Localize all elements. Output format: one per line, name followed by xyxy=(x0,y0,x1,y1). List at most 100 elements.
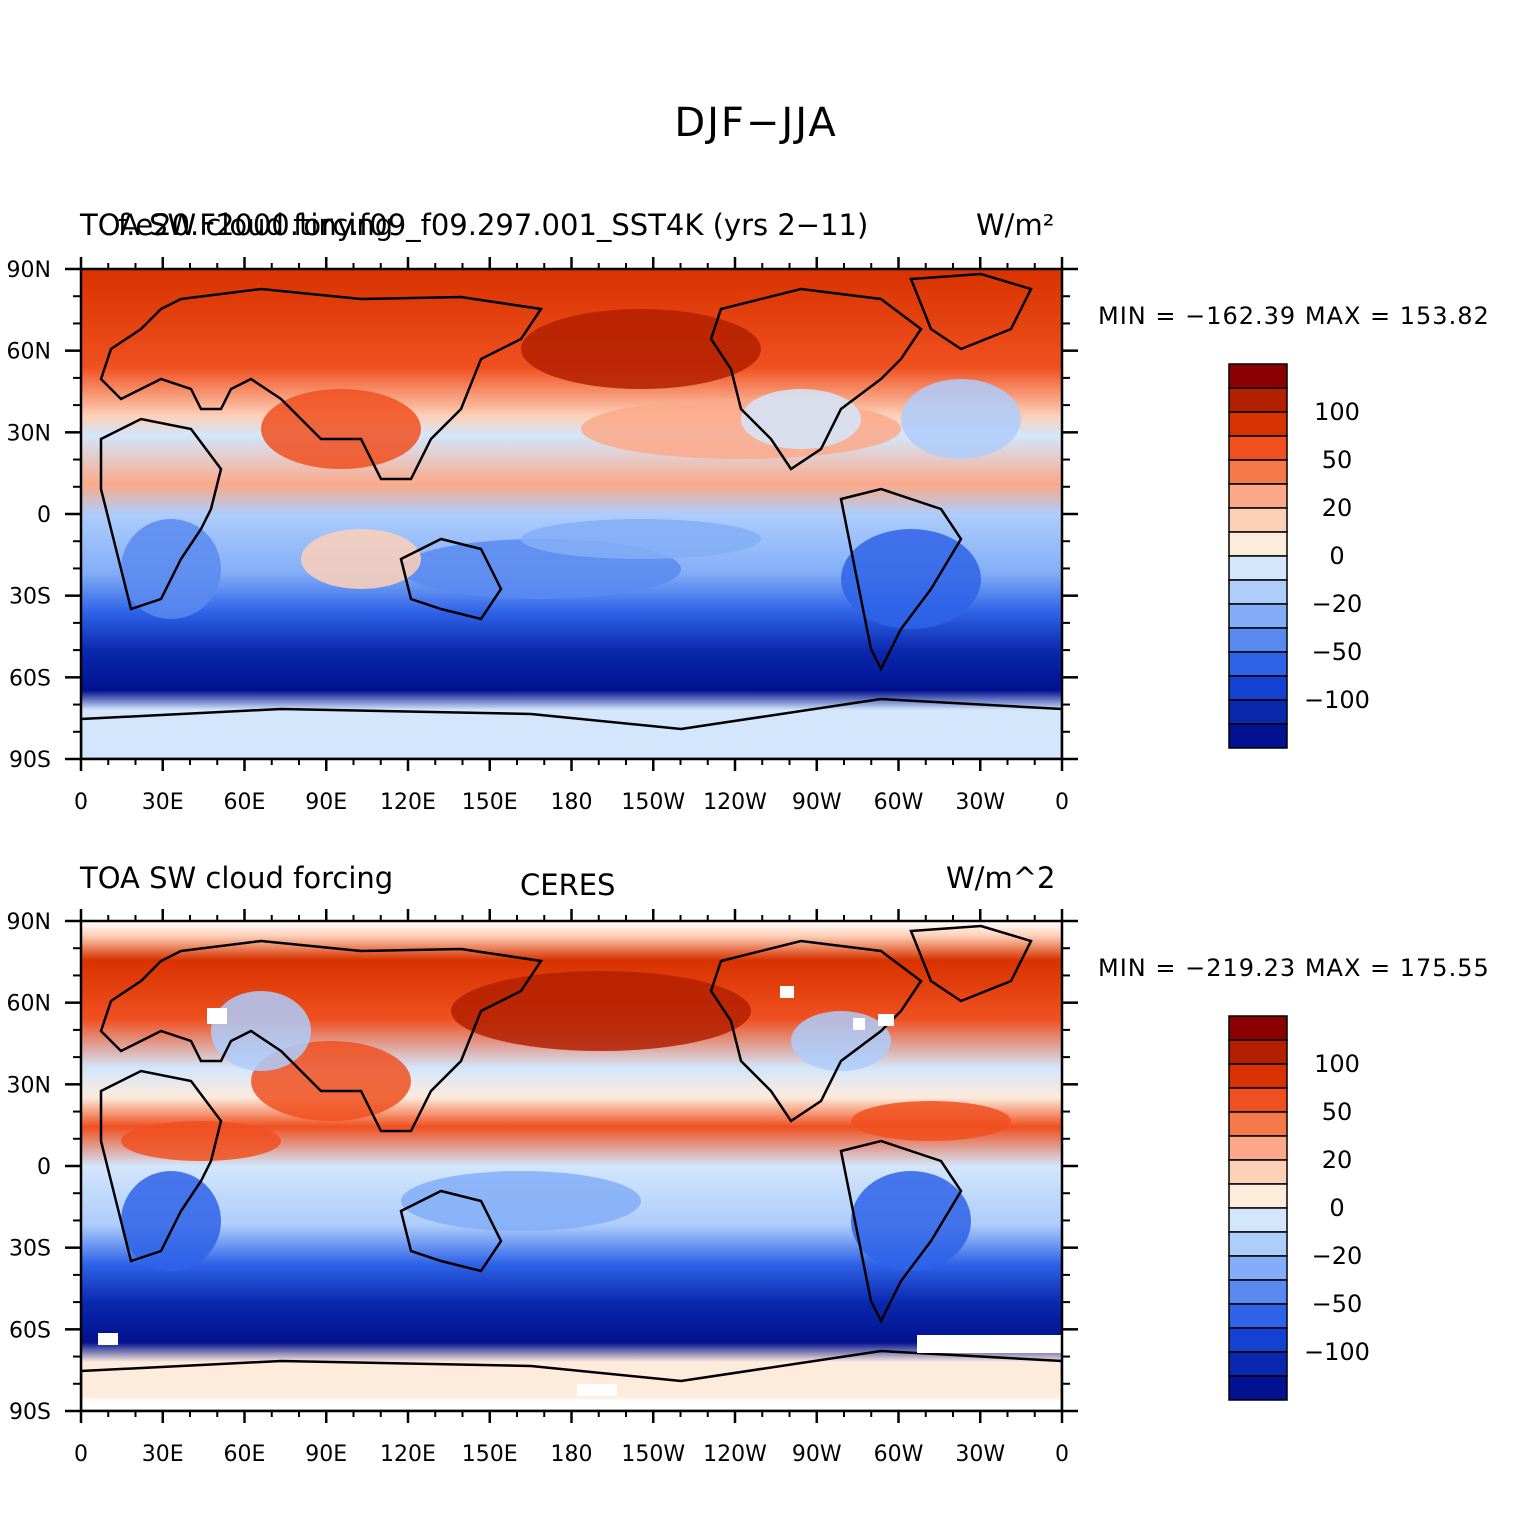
panel1-field-patch xyxy=(741,389,861,449)
panel2-colorbar-label: −100 xyxy=(1304,1338,1370,1366)
panel1-colorbar-box xyxy=(1228,723,1288,749)
panel1-center-title: f.e20.F2000.tiny.f09_f09.297.001_SST4K (… xyxy=(118,208,869,242)
panel1-left-title: TOA SW cloud forcing xyxy=(80,208,394,242)
panel1-colorbar-box xyxy=(1228,699,1288,725)
panel2-xtick-label: 120E xyxy=(380,1442,436,1467)
panel1-xtick-label: 60E xyxy=(224,790,266,815)
panel2-colorbar-label: −50 xyxy=(1312,1290,1363,1318)
panel1-units: W/m² xyxy=(976,208,1055,242)
panel2-xtick-label: 150W xyxy=(621,1442,685,1467)
panel1-xtick-label: 0 xyxy=(74,790,88,815)
panel2-field-patch xyxy=(851,1171,971,1271)
panel1-colorbar-box xyxy=(1228,507,1288,533)
panel2-left-title: TOA SW cloud forcing xyxy=(80,861,394,895)
panel1-field-patch xyxy=(521,519,761,559)
panel1-colorbar-box xyxy=(1228,627,1288,653)
panel2-xtick-label: 90W xyxy=(792,1442,842,1467)
panel2-xtick-label: 30E xyxy=(142,1442,184,1467)
panel2-colorbar: 100 50 20 0 −20 −50 −100 xyxy=(1228,1015,1370,1401)
panel1-colorbar-box xyxy=(1228,555,1288,581)
panel2-colorbar-box xyxy=(1228,1279,1288,1305)
panel1-colorbar-box xyxy=(1228,651,1288,677)
panel2-colorbar-box xyxy=(1228,1159,1288,1185)
panel1-field-patch xyxy=(121,519,221,619)
panel1-colorbar-label: 0 xyxy=(1329,542,1344,570)
panel2-colorbar-box xyxy=(1228,1183,1288,1209)
panel2-colorbar-box xyxy=(1228,1135,1288,1161)
panel1-colorbar-box xyxy=(1228,435,1288,461)
panel1-colorbar-box xyxy=(1228,675,1288,701)
panel1-colorbar-label: 100 xyxy=(1314,398,1360,426)
panel2-units: W/m^2 xyxy=(946,861,1056,895)
panel2-colorbar-box xyxy=(1228,1255,1288,1281)
panel2-missing-data xyxy=(98,986,1062,1396)
panel1-colorbar-box xyxy=(1228,579,1288,605)
panel1-colorbar-box xyxy=(1228,483,1288,509)
panel1-field-patch xyxy=(521,309,761,389)
panel1-xtick-label: 30W xyxy=(955,790,1005,815)
panel2-field-patch xyxy=(211,991,311,1071)
panel1-field-patch xyxy=(301,529,421,589)
panel2-colorbar-box xyxy=(1228,1063,1288,1089)
panel2-ytick-label: 60N xyxy=(7,992,51,1017)
panel2-colorbar-label: 100 xyxy=(1314,1050,1360,1078)
panel2-field-patch xyxy=(451,971,751,1051)
panel1-ytick-label: 60S xyxy=(9,666,51,691)
panel2-xtick-label: 60E xyxy=(224,1442,266,1467)
panel2-xtick-label: 0 xyxy=(1055,1442,1069,1467)
panel1-field-patch xyxy=(901,379,1021,459)
panel1-colorbar-label: −100 xyxy=(1304,686,1370,714)
panel1-colorbar-box xyxy=(1228,531,1288,557)
panel1-ytick-label: 30N xyxy=(7,421,51,446)
panel2-minmax: MIN = −219.23 MAX = 175.55 xyxy=(1098,954,1490,982)
panel1-xtick-label: 60W xyxy=(874,790,924,815)
panel1-colorbar-box xyxy=(1228,363,1288,389)
panel1-colorbar-label: −20 xyxy=(1312,590,1363,618)
panel2-field-patch xyxy=(401,1171,641,1231)
panel2-field-patch xyxy=(121,1121,281,1161)
panel2-colorbar-label: 20 xyxy=(1322,1146,1353,1174)
panel1-colorbar-box xyxy=(1228,603,1288,629)
panel2-ytick-label: 90S xyxy=(9,1400,51,1425)
panel1-colorbar-box xyxy=(1228,459,1288,485)
panel1-colorbar-box xyxy=(1228,387,1288,413)
panel1-xtick-label: 150E xyxy=(462,790,518,815)
panel2-colorbar-box xyxy=(1228,1087,1288,1113)
panel2-xtick-label: 120W xyxy=(703,1442,767,1467)
panel2-colorbar-label: −20 xyxy=(1312,1242,1363,1270)
panel2-xtick-label: 0 xyxy=(74,1442,88,1467)
panel1-colorbar-box xyxy=(1228,411,1288,437)
panel2-ytick-label: 90N xyxy=(7,910,51,935)
panel2-xtick-label: 30W xyxy=(955,1442,1005,1467)
panel1-map xyxy=(81,269,1062,759)
panel1-xtick-label: 120W xyxy=(703,790,767,815)
panel2-ytick-label: 60S xyxy=(9,1318,51,1343)
figure-title: DJF−JJA xyxy=(674,100,838,146)
panel2-ytick-label: 30S xyxy=(9,1237,51,1262)
panel1-minmax: MIN = −162.39 MAX = 153.82 xyxy=(1098,302,1490,330)
panel2-colorbar-box xyxy=(1228,1111,1288,1137)
panel1-ytick-label: 60N xyxy=(7,340,51,365)
panel2-xtick-label: 150E xyxy=(462,1442,518,1467)
panel2-field-patch xyxy=(851,1101,1011,1141)
panel1-ytick-label: 30S xyxy=(9,585,51,610)
panel1-colorbar-label: 20 xyxy=(1322,494,1353,522)
panel1-field-patch xyxy=(261,389,421,469)
panel2-xtick-label: 60W xyxy=(874,1442,924,1467)
panel1-xtick-label: 120E xyxy=(380,790,436,815)
panel1-xtick-label: 150W xyxy=(621,790,685,815)
panel2-colorbar-box xyxy=(1228,1351,1288,1377)
panel1-ticks: 0 30E 60E 90E 120E 150E 180 150W 120W 90W 60W 30W 09… xyxy=(7,257,1078,815)
panel1-ytick-label: 90S xyxy=(9,748,51,773)
panel2-colorbar-box xyxy=(1228,1231,1288,1257)
panel2-colorbar-label: 50 xyxy=(1322,1098,1353,1126)
panel2-colorbar-box xyxy=(1228,1375,1288,1401)
panel2-ytick-label: 0 xyxy=(37,1155,51,1180)
panel2-colorbar-box xyxy=(1228,1327,1288,1353)
panel1-xtick-label: 0 xyxy=(1055,790,1069,815)
panel2-colorbar-box xyxy=(1228,1207,1288,1233)
panel2-ytick-label: 30N xyxy=(7,1073,51,1098)
panel1-xtick-label: 30E xyxy=(142,790,184,815)
panel2-colorbar-box xyxy=(1228,1015,1288,1041)
panel1-xtick-label: 90W xyxy=(792,790,842,815)
